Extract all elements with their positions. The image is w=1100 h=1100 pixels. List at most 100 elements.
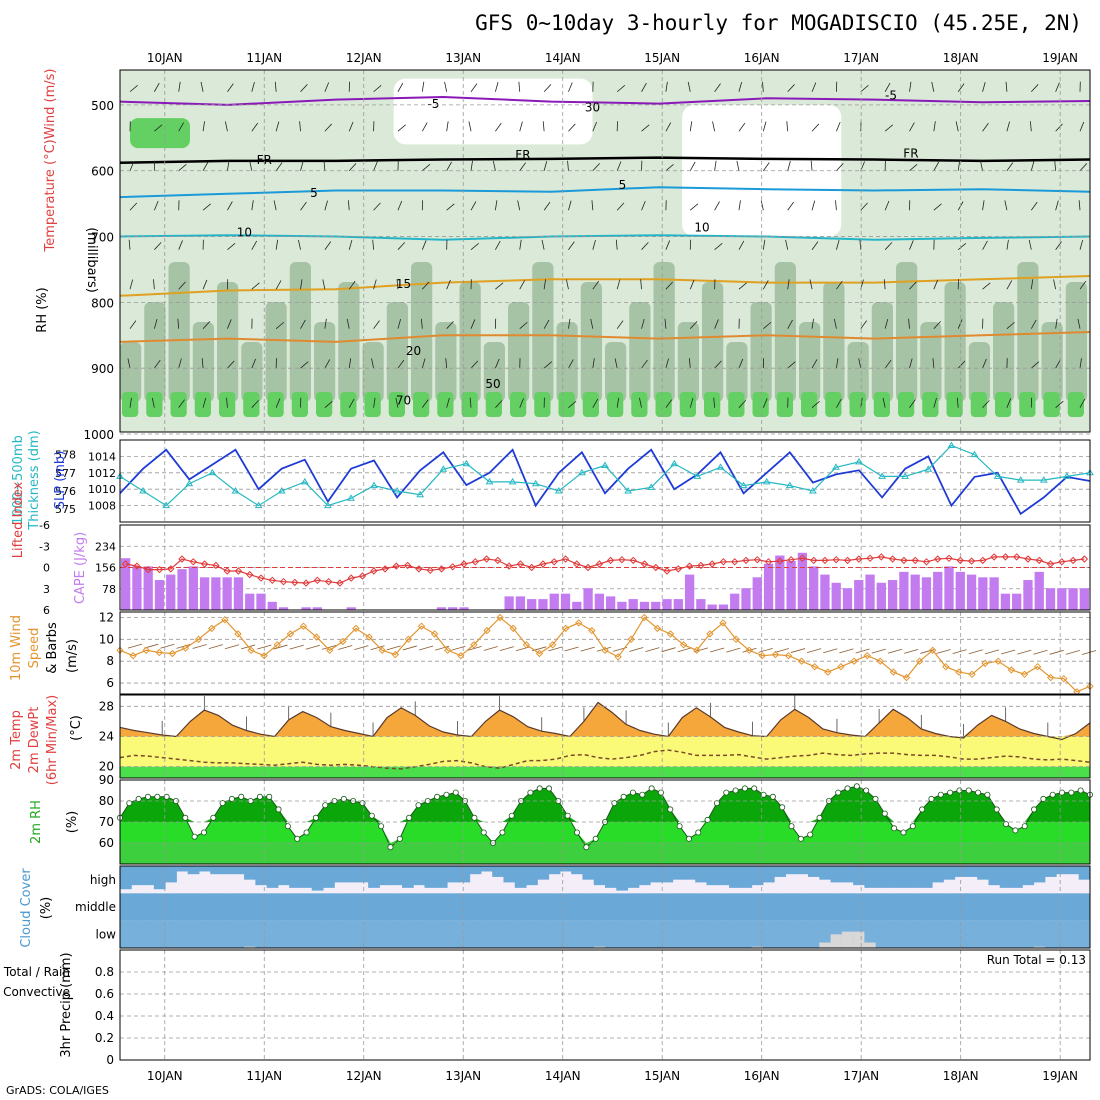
pressure-axis-label: (millibars) [84,227,99,293]
rh-shade-moist [752,392,769,417]
rh-point [1068,789,1075,796]
wind-speed-line [119,616,1091,693]
wind-barb [640,279,642,290]
wind-barb [422,163,431,172]
cape-bar [154,580,165,610]
wind-barb [790,648,806,653]
wind-barb [251,122,259,132]
wind-barb [1079,239,1084,250]
wind-barb [758,647,773,653]
wind-barb [693,647,709,653]
cloud-cell [1067,893,1080,921]
rh-point [256,793,263,800]
cape-bar [1023,580,1033,610]
cape-bar [865,574,875,610]
cloud-cell [650,866,662,883]
wind-barb [884,359,892,369]
wind-barb [348,358,352,369]
thickness-point [993,472,1002,479]
rh-shade-moist [243,392,260,417]
rh-point [1031,806,1038,813]
rh-shade [532,262,554,402]
rh-shade [847,342,869,402]
cape-bar [211,577,221,610]
cape-bar [944,566,954,610]
cloud-cell [740,866,753,888]
wind-speed-point [627,635,635,644]
cape-bar [639,601,650,610]
cloud-cell [650,893,662,921]
wind-barb [421,122,428,132]
cloud-cell [672,893,685,921]
rh-point [443,791,450,798]
wind-barb [324,200,328,211]
cloud-cell [435,866,448,888]
wind-barb [1030,319,1037,329]
rh-point [993,806,1000,813]
rh-shade [1065,282,1087,402]
rh-point [956,787,963,794]
wind-barb [470,360,479,369]
rh-point [1040,795,1047,802]
cloud-cell [886,866,899,888]
cloud-cell [142,893,155,921]
cloud-cell [920,866,933,888]
bottom-date-label: 16JAN [744,1069,780,1083]
cape-tick: 78 [102,583,116,596]
rh-shade-moist [825,392,842,417]
thickness-point [739,481,748,489]
wind-barb [884,124,894,132]
cloud-cell [898,866,911,888]
wind-barb [616,161,622,171]
wind-barb [348,398,355,408]
cloud-cell [244,866,256,880]
cloud-cell [977,866,989,880]
cloud-cell [368,866,380,888]
rh-shade [702,282,724,402]
cloud-cell [706,893,719,921]
li-point [809,556,818,565]
cloud-cell [638,893,651,921]
wind-speed-point [404,635,413,644]
wind-barb [373,397,376,408]
wind-barb [402,645,417,651]
cloud-cell [853,893,865,921]
wind-barb [968,649,983,655]
temp-low-band [120,766,1090,778]
wind-barb [665,399,673,408]
wind-barb [483,646,498,651]
wind-barb [982,122,989,132]
wind-barb [933,321,941,329]
wind-barb [1055,400,1064,408]
cloud-cell [977,893,989,921]
rh-point [592,835,599,842]
wind-speed-point [706,630,714,638]
wind-barb [836,280,843,290]
wind-barb [1053,279,1057,290]
wind-barb [202,397,207,408]
cloud-cell [289,893,301,921]
wind-barb [324,123,332,132]
wind-barb [1030,279,1034,290]
li-point [155,565,164,574]
cape-bar [831,582,841,610]
wind-speed-point [168,649,177,658]
thickness-line [119,444,1091,507]
wind-barb [470,242,479,251]
rh-point [741,785,748,792]
wind-speed-point [325,646,334,655]
wind-barb [836,121,841,132]
li-point [855,555,863,563]
cape-bar [910,574,920,610]
rh-point [881,810,888,817]
wind-barb [860,84,869,93]
wind-speed-point [889,668,898,676]
rh-point [900,829,907,836]
li-point [1001,553,1010,561]
wind-speed-point [1060,674,1068,683]
wind-barb [519,398,524,408]
cloud-cell [943,893,956,921]
wind-speed-point [247,646,255,655]
cloud-cell [210,866,223,875]
rh-point [154,793,161,800]
